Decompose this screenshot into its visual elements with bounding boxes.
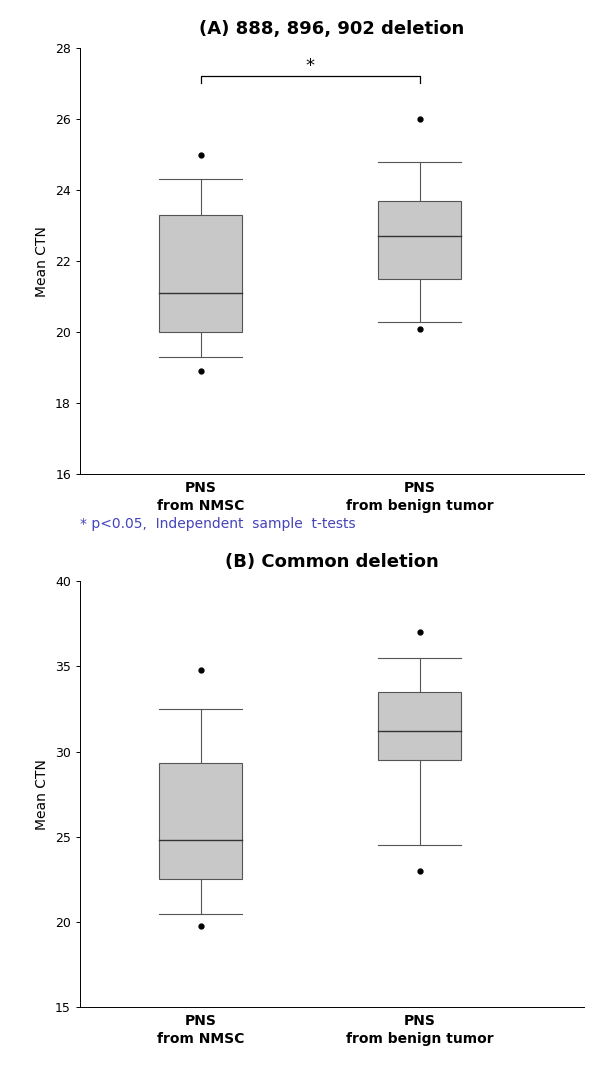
Text: * p<0.05,  Independent  sample  t-tests: * p<0.05, Independent sample t-tests (80, 517, 355, 532)
Title: (B) Common deletion: (B) Common deletion (225, 553, 439, 571)
Bar (378, 200, 461, 279)
Bar (159, 763, 242, 879)
Bar (159, 215, 242, 333)
Y-axis label: Mean CTN: Mean CTN (36, 226, 49, 296)
Y-axis label: Mean CTN: Mean CTN (36, 759, 49, 829)
Title: (A) 888, 896, 902 deletion: (A) 888, 896, 902 deletion (199, 20, 465, 38)
Text: *: * (306, 56, 315, 75)
Bar (378, 692, 461, 760)
